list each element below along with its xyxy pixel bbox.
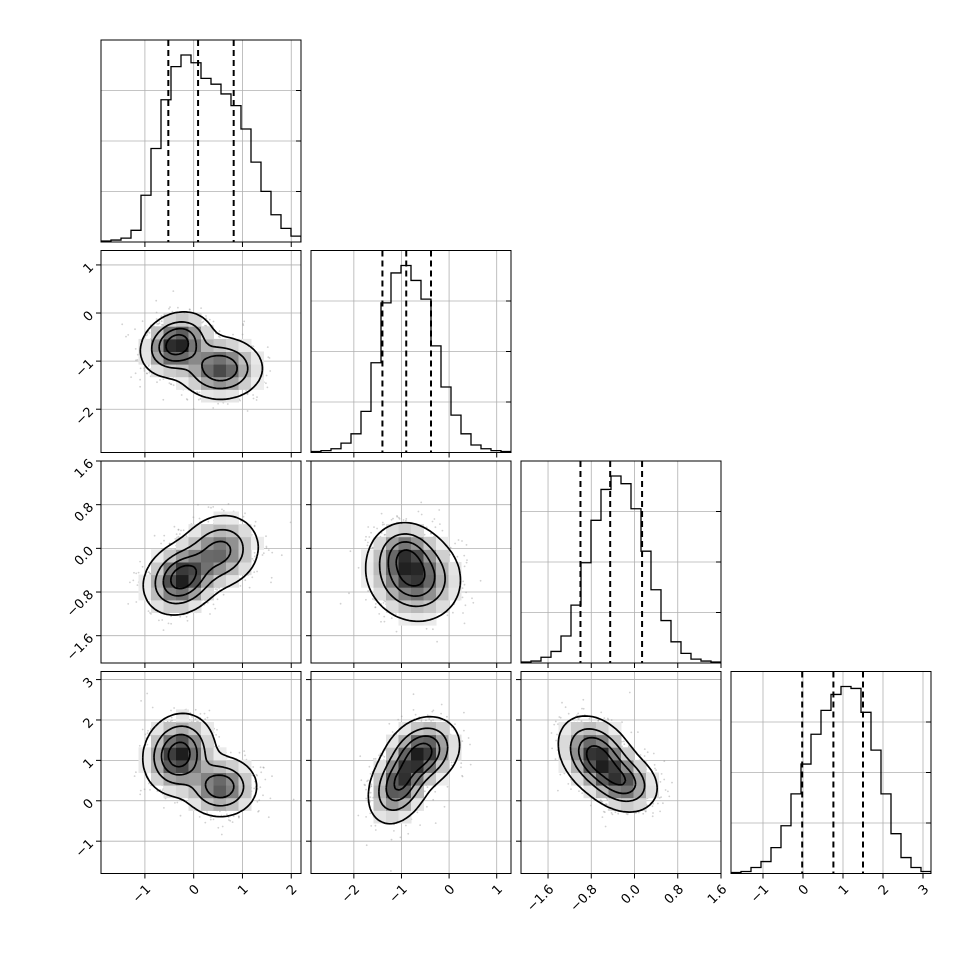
panel-2-0-density: [138, 511, 264, 613]
panel-2-0-contour-1: [154, 528, 244, 605]
xticklabel-p3-4: 3: [916, 882, 932, 898]
panel-3-2-density: [558, 722, 659, 811]
panel-3-2-contour-3: [585, 745, 627, 786]
panel-3-0-density: [138, 709, 252, 811]
scatter-panel-1-0: [96, 250, 302, 458]
panel-3-2-contour-1: [569, 728, 646, 803]
xticklabel-p2-2: 0.0: [619, 882, 644, 907]
panel-3-0-frame: [100, 671, 302, 874]
panel-2-1-contour-2: [387, 541, 436, 597]
panel-3-0-contour-3: [167, 741, 191, 768]
xticklabel-p0-3: 2: [284, 882, 300, 898]
panel-3-1-frame: [310, 671, 512, 874]
xticklabel-p2-0: −1.6: [524, 882, 557, 915]
xticklabel-p1-1: −1: [387, 882, 411, 906]
yticklabel-p1-3: 1: [81, 260, 97, 276]
panel-2-0-contour-2: [162, 540, 232, 597]
hist-3-steps: [731, 685, 931, 873]
yticklabel-p2-1: −0.8: [64, 587, 97, 620]
panel-1-0-frame: [100, 250, 302, 453]
xticklabel-p0-2: 1: [235, 882, 251, 898]
xticklabel-p3-2: 1: [836, 882, 852, 898]
xticklabel-p2-3: 0.8: [662, 882, 687, 907]
hist-2-steps: [521, 475, 721, 663]
hist-panel-1: [310, 250, 512, 458]
panel-2-1-contour-0: [364, 521, 462, 623]
hist-panel-3: [730, 671, 932, 879]
yticklabel-p1-2: 0: [81, 308, 97, 324]
scatter-panel-3-1: [306, 671, 512, 879]
xticklabel-p2-1: −0.8: [568, 882, 601, 915]
scatter-panel-3-2: [516, 671, 722, 879]
yticklabel-p1-0: −2: [73, 405, 97, 429]
yticklabel-p2-3: 0.8: [72, 500, 97, 525]
panel-3-1-contour-0: [367, 715, 461, 825]
scatter-panel-3-0: [96, 671, 302, 879]
panel-3-2-contour-0: [557, 715, 659, 813]
yticklabel-p3-1: 0: [81, 796, 97, 812]
panel-2-0-frame: [100, 460, 302, 664]
xticklabel-p1-2: 0: [442, 882, 458, 898]
panel-3-1-contour-1: [378, 727, 449, 812]
yticklabel-p1-1: −1: [73, 357, 97, 381]
panel-2-0-contour-0: [142, 514, 260, 616]
xticklabel-p1-0: −2: [339, 882, 363, 906]
scatter-panel-2-1: [306, 460, 512, 668]
hist-panel-2: [520, 460, 722, 668]
panel-1-0-contour-2: [158, 327, 238, 382]
panel-3-2-contour-2: [577, 736, 637, 795]
xticklabel-p2-4: 1.6: [705, 882, 730, 907]
yticklabel-p3-4: 3: [81, 675, 97, 691]
xticklabel-p3-1: 0: [796, 882, 812, 898]
panel-1-0-contour-0: [139, 311, 264, 401]
hist-1-steps: [311, 264, 511, 453]
panel-2-1-frame: [310, 460, 512, 664]
panel-3-2-frame: [520, 671, 722, 874]
panel-2-0-contour-3: [169, 564, 198, 590]
xticklabel-p3-0: −1: [748, 882, 772, 906]
scatter-panel-2-0: [96, 460, 302, 668]
yticklabel-p3-2: 1: [81, 756, 97, 772]
panel-3-0-contour-0: [141, 712, 258, 818]
xticklabel-p1-3: 1: [490, 882, 506, 898]
panel-3-0-contour-2: [160, 733, 235, 799]
yticklabel-p3-3: 2: [81, 715, 97, 731]
xticklabel-p3-3: 2: [876, 882, 892, 898]
panel-3-0-contour-1: [153, 725, 245, 807]
yticklabel-p2-2: 0.0: [72, 544, 97, 569]
panel-3-1-contour-2: [385, 735, 441, 802]
yticklabel-p2-0: −1.6: [64, 631, 97, 664]
hist-panel-0: [100, 39, 302, 247]
yticklabel-p2-4: 1.6: [72, 456, 97, 481]
hist-0-steps: [101, 54, 301, 242]
yticklabel-p3-0: −1: [73, 837, 97, 861]
panel-1-0-contour-1: [150, 321, 249, 390]
panel-3-1-contour-3: [393, 742, 433, 791]
xticklabel-p0-0: −1: [130, 882, 154, 906]
panel-1-0-density: [138, 313, 264, 403]
panel-1-0-contour-3: [165, 333, 190, 356]
panel-2-1-contour-1: [378, 533, 446, 608]
panel-2-1-contour-3: [395, 549, 426, 587]
xticklabel-p0-1: 0: [186, 882, 202, 898]
